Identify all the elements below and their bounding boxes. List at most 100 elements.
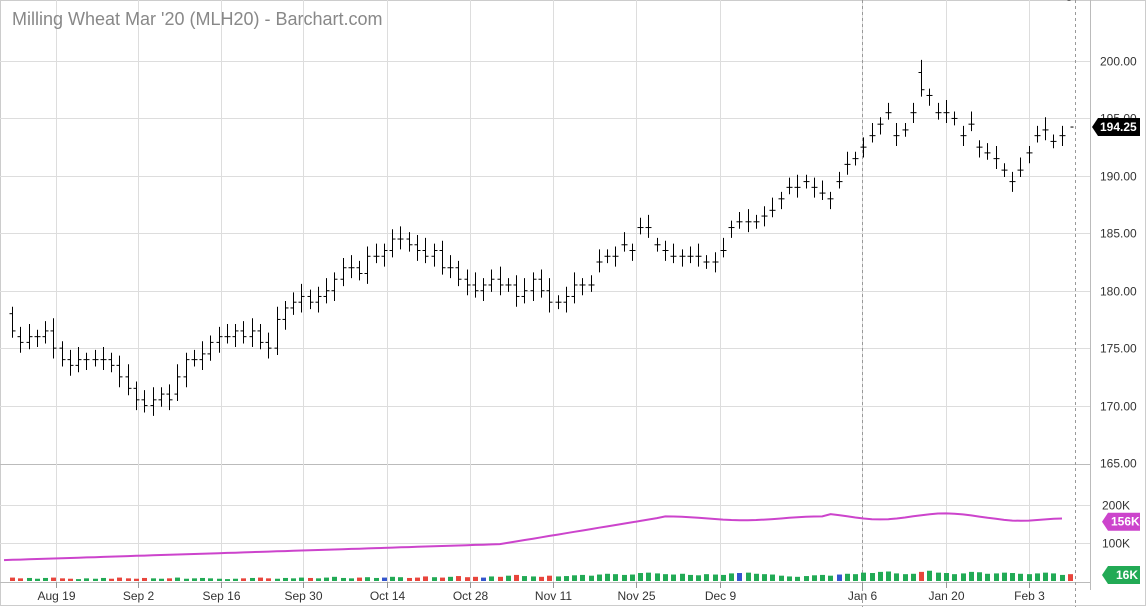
volume-bar [109, 578, 114, 581]
oi-label: 156K [1111, 515, 1140, 529]
volume-bar [192, 578, 197, 581]
volume-bar [473, 576, 478, 581]
volume-bar [729, 573, 734, 581]
volume-bar [870, 573, 875, 581]
volume-bar [1068, 574, 1073, 581]
volume-bar [605, 573, 610, 581]
date-tick-label: Sep 2 [123, 589, 155, 603]
volume-bar [465, 577, 470, 581]
volume-bar [291, 578, 296, 581]
volume-bar [283, 577, 288, 581]
volume-bar [1018, 573, 1023, 581]
volume-bar [671, 574, 676, 581]
date-tick-label: Oct 28 [453, 589, 489, 603]
volume-bar [936, 572, 941, 581]
volume-bar [696, 575, 701, 581]
volume-bar [365, 577, 370, 581]
volume-bar [266, 578, 271, 581]
volume-bar [489, 576, 494, 581]
volume-bar [655, 573, 660, 581]
volume-bar [688, 574, 693, 581]
volume-bar [721, 574, 726, 581]
volume-bar [51, 577, 56, 581]
volume-bar [770, 574, 775, 581]
volume-tag [1102, 566, 1140, 584]
volume-bar [837, 574, 842, 581]
volume-bar [390, 576, 395, 581]
volume-bar [539, 576, 544, 581]
volume-bar [853, 574, 858, 581]
volume-bar [1002, 572, 1007, 581]
volume-bar [903, 574, 908, 581]
volume-bar [456, 576, 461, 581]
volume-bar [977, 572, 982, 581]
volume-bar [886, 571, 891, 581]
volume-bar [613, 574, 618, 581]
volume-bar [200, 577, 205, 581]
volume-bar [134, 578, 139, 581]
volume-bar [919, 571, 924, 581]
volume-bar [126, 578, 131, 581]
volume-bar [60, 578, 65, 581]
volume-bar [349, 578, 354, 581]
volume-bar [250, 577, 255, 581]
price-tick-label: 190.00 [1100, 170, 1137, 184]
volume-bar [861, 572, 866, 581]
volume-bar [580, 574, 585, 581]
date-tick-label: Feb 3 [1014, 589, 1045, 603]
volume-bar [382, 577, 387, 581]
volume-bar [167, 578, 172, 581]
date-tick-label: Dec 9 [705, 589, 737, 603]
volume-bar [1027, 574, 1032, 581]
volume-bar [878, 571, 883, 581]
volume-bar [151, 578, 156, 581]
volume-bar [820, 574, 825, 581]
volume-bar [969, 571, 974, 581]
volume-bar [18, 578, 23, 581]
volume-bar [787, 576, 792, 581]
date-tick-label: Nov 25 [617, 589, 655, 603]
volume-bar [572, 575, 577, 581]
volume-bar [275, 578, 280, 581]
volume-bar [448, 576, 453, 581]
volume-bar [754, 573, 759, 581]
volume-bar [952, 574, 957, 581]
volume-bar [308, 577, 313, 581]
volume-bar [374, 577, 379, 581]
volume-bar [704, 574, 709, 581]
volume-bar [556, 576, 561, 581]
volume-bar [27, 577, 32, 581]
volume-bar [994, 573, 999, 581]
volume-bar [142, 577, 147, 581]
volume-bar [10, 577, 15, 581]
date-tick-label: Sep 16 [202, 589, 240, 603]
volume-bar [894, 573, 899, 581]
volume-bar [101, 577, 106, 581]
volume-bar [737, 573, 742, 581]
volume-bar [1035, 573, 1040, 581]
volume-bar [828, 575, 833, 581]
volume-bar [184, 578, 189, 581]
volume-bar [341, 577, 346, 581]
volume-bar [93, 578, 98, 581]
volume-bar [407, 577, 412, 581]
volume-bar [589, 575, 594, 581]
volume-bar [175, 577, 180, 581]
price-tick-label: 180.00 [1100, 285, 1137, 299]
volume-bar [398, 577, 403, 581]
volume-bar [506, 575, 511, 581]
price-tick-label: 200.00 [1100, 55, 1137, 69]
date-tick-label: Oct 14 [370, 589, 406, 603]
date-tick-label: Aug 19 [37, 589, 75, 603]
volume-bar [646, 572, 651, 581]
volume-bar [415, 577, 420, 581]
volume-bar [440, 577, 445, 581]
volume-bar [663, 574, 668, 581]
volume-tick-label: 100K [1102, 537, 1130, 551]
volume-bar [547, 575, 552, 581]
volume-bar [241, 578, 246, 581]
volume-bar [638, 573, 643, 581]
volume-bar [845, 573, 850, 581]
date-tick-label: Sep 30 [284, 589, 322, 603]
